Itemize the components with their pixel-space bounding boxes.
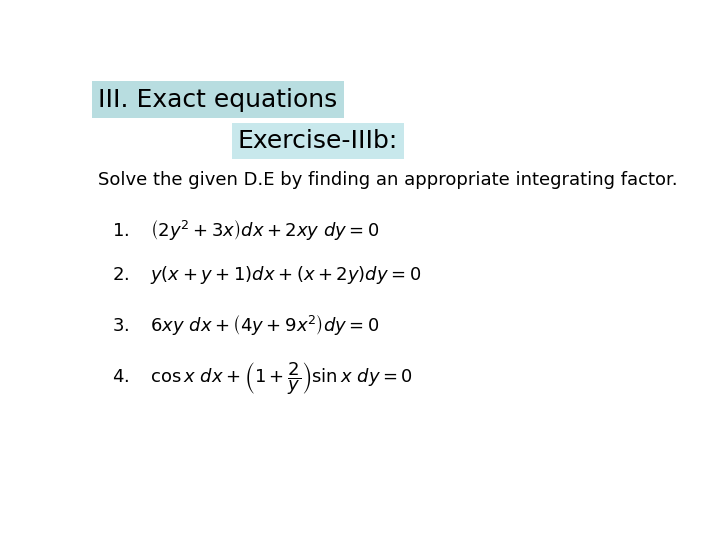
Text: $3.\quad 6xy\ dx+\left(4y+9x^{2}\right)dy=0$: $3.\quad 6xy\ dx+\left(4y+9x^{2}\right)d… (112, 312, 380, 337)
Text: Solve the given D.E by finding an appropriate integrating factor.: Solve the given D.E by finding an approp… (99, 171, 678, 189)
Text: $1.\quad \left(2y^{2}+3x\right)dx+2xy\ dy=0$: $1.\quad \left(2y^{2}+3x\right)dx+2xy\ d… (112, 217, 380, 241)
Text: III. Exact equations: III. Exact equations (99, 87, 338, 112)
Text: $2.\quad y\left(x+y+1\right)dx+\left(x+2y\right)dy=0$: $2.\quad y\left(x+y+1\right)dx+\left(x+2… (112, 265, 421, 286)
Text: Exercise-IIIb:: Exercise-IIIb: (238, 129, 398, 153)
Text: $4.\quad \cos x\ dx+\left(1+\dfrac{2}{y}\right)\sin x\ dy=0$: $4.\quad \cos x\ dx+\left(1+\dfrac{2}{y}… (112, 360, 413, 397)
